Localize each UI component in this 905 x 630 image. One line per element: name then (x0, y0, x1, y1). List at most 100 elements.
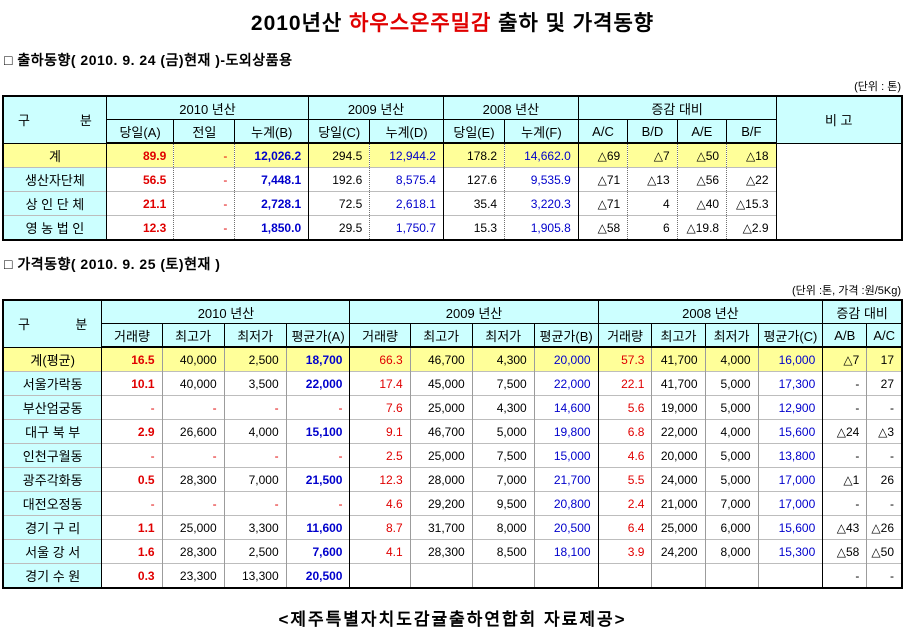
data-cell: 15.3 (442, 215, 505, 240)
data-cell: 15,100 (285, 419, 350, 444)
data-cell: 20,800 (533, 491, 599, 516)
data-cell: - (285, 491, 350, 516)
col-header: 당일(C) (308, 119, 371, 144)
data-cell: 3,500 (223, 371, 287, 396)
data-cell: 21.1 (105, 191, 174, 216)
data-cell: - (866, 443, 902, 468)
row-label: 광주각화동 (3, 467, 103, 492)
shipment-2009-group-header: 2009 년산 (308, 95, 444, 120)
gubun-left: 구 (18, 317, 30, 333)
data-cell: 14,662.0 (504, 142, 579, 168)
data-cell: 29.5 (308, 215, 370, 240)
data-cell: 16.5 (101, 346, 163, 372)
data-cell: - (822, 395, 867, 420)
data-cell: 22,000 (533, 371, 599, 396)
col-header: B/F (726, 119, 777, 144)
data-cell: 7,600 (285, 539, 350, 564)
title-suffix: 출하 및 가격동향 (491, 12, 655, 35)
shipment-section-label: □ 출하동향( 2010. 9. 24 (금)현재 )-도외상품용 (4, 52, 293, 68)
data-cell: 89.9 (105, 142, 174, 168)
row-label: 계(평균) (3, 346, 103, 372)
data-cell: 4,000 (704, 419, 759, 444)
data-cell: - (173, 167, 235, 192)
data-cell: 29,200 (409, 491, 473, 516)
data-cell: 7,448.1 (234, 167, 309, 192)
data-cell: - (822, 371, 867, 396)
data-cell: 4.1 (349, 539, 411, 564)
data-cell: 7,000 (704, 491, 759, 516)
col-header: 누계(B) (234, 119, 310, 144)
data-cell: 14,600 (533, 395, 599, 420)
data-cell: 4,000 (704, 346, 759, 372)
col-header: 거래량 (101, 323, 163, 348)
row-label: 영 농 법 인 (3, 215, 107, 240)
price-2010-group-header: 2010 년산 (101, 299, 351, 324)
data-cell: 31,700 (409, 515, 473, 540)
data-cell: 20,000 (533, 346, 599, 372)
col-header: 누계(D) (369, 119, 444, 144)
table-row: 경기 구 리 1.1 25,000 3,300 11,600 8.7 31,700 8,000… (3, 515, 902, 540)
data-cell: 2.9 (101, 419, 163, 444)
data-cell: - (161, 491, 225, 516)
data-cell: 15,600 (757, 515, 823, 540)
table-row: 서울가락동 10.1 40,000 3,500 22,000 17.4 45,000 7,50… (3, 371, 902, 396)
row-label: 부산엄궁동 (3, 395, 103, 420)
data-cell: 7,500 (471, 443, 535, 468)
shipment-header-col-row: 당일(A) 전일 누계(B) 당일(C) 누계(D) 당일(E) 누계(F) A… (3, 119, 902, 144)
data-cell: 7,000 (223, 467, 287, 492)
data-cell: 3,300 (223, 515, 287, 540)
data-cell: - (173, 191, 235, 216)
data-cell: - (866, 491, 902, 516)
data-cell: △58 (822, 539, 867, 564)
shipment-2010-group-header: 2010 년산 (105, 95, 310, 120)
col-header: 당일(E) (442, 119, 506, 144)
col-header: 거래량 (349, 323, 411, 348)
data-cell: 9.1 (349, 419, 411, 444)
row-label: 대구 북 부 (3, 419, 103, 444)
table-row: 서울 강 서 1.6 28,300 2,500 7,600 4.1 28,300 8,500 1… (3, 539, 902, 564)
data-cell: 25,000 (161, 515, 225, 540)
data-cell: 7.6 (349, 395, 411, 420)
data-cell: 21,700 (533, 467, 599, 492)
data-cell: 5,000 (704, 467, 759, 492)
price-section: □ 가격동향( 2010. 9. 25 (토)현재 ) (단위 :톤, 가격 :… (0, 254, 905, 589)
data-cell: 1.1 (101, 515, 163, 540)
data-cell: 22,000 (285, 371, 350, 396)
col-header: A/C (577, 119, 629, 144)
data-cell: 1,905.8 (504, 215, 579, 240)
data-cell: 5.6 (597, 395, 652, 420)
data-cell: 27 (866, 371, 902, 396)
gubun-right: 분 (75, 317, 88, 333)
data-cell: 15,600 (757, 419, 823, 444)
page-title: 2010년산 하우스온주밀감 출하 및 가격동향 (0, 0, 905, 37)
data-cell: 28,300 (161, 539, 225, 564)
data-cell: 4,300 (471, 395, 535, 420)
data-cell: 2,500 (223, 346, 287, 372)
data-cell: △71 (577, 167, 628, 192)
row-label: 대전오정동 (3, 491, 103, 516)
data-cell: 46,700 (409, 346, 473, 372)
price-2009-group-header: 2009 년산 (349, 299, 599, 324)
table-row: 광주각화동 0.5 28,300 7,000 21,500 12.3 28,000 7,000… (3, 467, 902, 492)
data-cell: 17,300 (757, 371, 823, 396)
price-table-body: 계(평균) 16.5 40,000 2,500 18,700 66.3 46,700 4,30… (3, 346, 902, 588)
col-header: 최고가 (651, 323, 706, 348)
data-cell: 40,000 (161, 346, 225, 372)
data-cell: △24 (822, 419, 867, 444)
price-unit-label: (단위 :톤, 가격 :원/5Kg) (791, 285, 901, 297)
data-cell: 25,000 (409, 443, 473, 468)
data-cell: 127.6 (442, 167, 505, 192)
data-cell: 9,500 (471, 491, 535, 516)
data-cell: - (285, 395, 350, 420)
data-cell: 17,000 (757, 491, 823, 516)
table-row: 계 89.9-12,026.2 294.5 12,944.2 178.2 14,662.0… (3, 142, 902, 240)
col-header: A/B (822, 323, 868, 348)
shipment-table-body: 계 89.9-12,026.2 294.5 12,944.2 178.2 14,662.0… (3, 142, 902, 240)
data-cell: 9,535.9 (504, 167, 579, 192)
col-header: 최고가 (161, 323, 225, 348)
data-cell: 8,575.4 (369, 167, 444, 192)
data-cell: 2,618.1 (369, 191, 444, 216)
